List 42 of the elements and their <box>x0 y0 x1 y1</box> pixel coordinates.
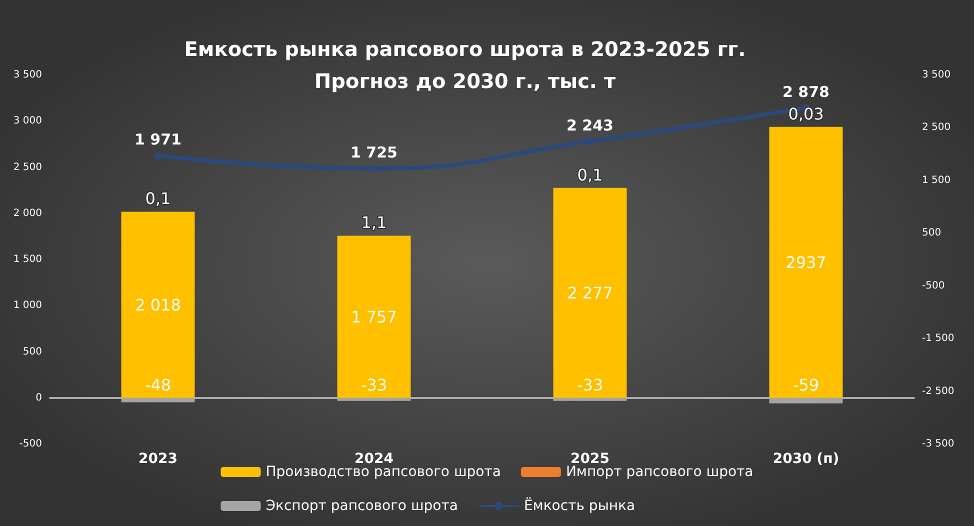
data-label: -59 <box>792 375 820 394</box>
data-label: -33 <box>576 375 604 394</box>
data-label: 0,03 <box>788 104 824 124</box>
y-tick-label: 500 <box>22 346 42 358</box>
x-tick-label: 2024 <box>354 451 394 467</box>
data-label: 1 725 <box>350 144 398 162</box>
data-label: -33 <box>360 375 388 394</box>
y2-tick-label: -1 500 <box>922 333 954 344</box>
data-label: -48 <box>144 375 172 394</box>
y-tick-label: 3 000 <box>13 116 42 127</box>
data-label: 2 243 <box>566 116 614 134</box>
data-label: 0,1 <box>145 189 171 208</box>
y2-tick-label: 2 500 <box>922 122 951 134</box>
chart-title: Емкость рынка рапсового шрота в 2023-2025 гг. Прогноз до 2030 г., тыс. т <box>184 37 746 93</box>
legend-label: Импорт рапсового шрота <box>566 464 754 480</box>
x-tick-label: 2030 (п) <box>772 451 840 467</box>
y-tick-label: 1 500 <box>13 254 42 265</box>
y2-tick-label: -500 <box>922 280 945 292</box>
y2-tick-label: -3 500 <box>922 438 954 450</box>
data-label: 2937 <box>786 252 826 272</box>
x-tick-label: 2023 <box>138 451 178 467</box>
y-tick-label: 2 500 <box>13 162 42 173</box>
y-tick-label: -500 <box>19 438 42 450</box>
data-label: 1 757 <box>351 307 397 326</box>
y-tick-label: 3 500 <box>13 70 42 80</box>
legend-label: Экспорт рапсового шрота <box>266 498 458 514</box>
data-label: 2 878 <box>782 82 830 101</box>
data-label: 1,1 <box>361 213 387 232</box>
x-tick-label: 2025 <box>570 451 610 467</box>
data-label: 1 971 <box>134 130 182 149</box>
y-tick-label: 0 <box>36 392 42 404</box>
y-tick-label: 2 000 <box>13 208 42 219</box>
y-tick-label: 1 000 <box>13 300 42 312</box>
data-label: 2 277 <box>567 283 613 302</box>
y2-tick-label: -2 500 <box>922 386 954 397</box>
legend-label: Производство рапсового шрота <box>266 464 501 480</box>
y2-tick-label: 3 500 <box>922 70 951 80</box>
y2-tick-label: 500 <box>922 228 942 239</box>
legend-label: Ёмкость рынка <box>524 497 636 514</box>
data-label: 0,1 <box>577 165 603 184</box>
y2-tick-label: 1 500 <box>922 174 951 186</box>
data-label: 2 018 <box>135 295 181 314</box>
